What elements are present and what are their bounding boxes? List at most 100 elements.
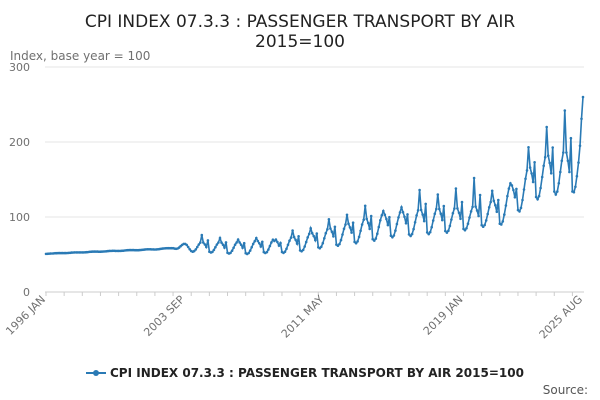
data-point[interactable]: [546, 154, 550, 157]
data-point[interactable]: [510, 184, 514, 187]
data-point[interactable]: [197, 243, 201, 246]
data-point[interactable]: [251, 242, 255, 246]
data-point[interactable]: [545, 125, 548, 129]
data-point[interactable]: [456, 207, 459, 210]
data-point[interactable]: [465, 227, 468, 230]
data-point[interactable]: [329, 227, 332, 230]
data-point[interactable]: [562, 151, 565, 154]
data-point[interactable]: [404, 222, 408, 225]
data-point[interactable]: [542, 164, 545, 168]
data-point[interactable]: [247, 251, 250, 255]
data-point[interactable]: [401, 210, 405, 214]
data-point[interactable]: [236, 238, 240, 241]
data-point[interactable]: [427, 232, 431, 236]
data-point[interactable]: [453, 207, 456, 210]
data-point[interactable]: [450, 218, 453, 221]
data-point[interactable]: [211, 250, 214, 254]
data-point[interactable]: [348, 226, 352, 229]
data-point[interactable]: [460, 200, 464, 204]
data-point[interactable]: [433, 212, 437, 216]
data-point[interactable]: [383, 213, 387, 216]
data-point[interactable]: [239, 243, 243, 246]
data-point[interactable]: [333, 225, 337, 229]
data-point[interactable]: [524, 177, 527, 181]
data-point[interactable]: [360, 223, 364, 226]
data-point[interactable]: [276, 240, 279, 244]
data-point[interactable]: [238, 241, 241, 244]
data-point[interactable]: [356, 240, 359, 243]
data-point[interactable]: [250, 246, 253, 249]
legend[interactable]: CPI INDEX 07.3.3 : PASSENGER TRANSPORT B…: [86, 366, 524, 380]
data-point[interactable]: [575, 174, 579, 178]
data-point[interactable]: [463, 228, 467, 232]
data-point[interactable]: [377, 225, 381, 229]
data-point[interactable]: [539, 186, 542, 190]
data-point[interactable]: [220, 241, 223, 244]
data-point[interactable]: [556, 190, 559, 193]
data-point[interactable]: [373, 239, 376, 242]
data-point[interactable]: [418, 188, 421, 192]
data-point[interactable]: [483, 223, 487, 227]
data-point[interactable]: [421, 213, 425, 216]
data-point[interactable]: [279, 241, 282, 245]
data-point[interactable]: [468, 216, 471, 219]
data-point[interactable]: [531, 180, 535, 184]
data-point[interactable]: [494, 203, 497, 207]
data-point[interactable]: [441, 218, 444, 222]
data-point[interactable]: [265, 250, 269, 254]
data-point[interactable]: [185, 243, 188, 247]
data-point[interactable]: [521, 198, 524, 202]
data-point[interactable]: [288, 239, 291, 242]
data-point[interactable]: [301, 248, 305, 252]
data-point[interactable]: [357, 235, 361, 239]
data-point[interactable]: [489, 200, 493, 204]
data-point[interactable]: [232, 246, 235, 250]
data-point[interactable]: [400, 206, 403, 209]
data-point[interactable]: [435, 207, 438, 211]
data-point[interactable]: [336, 244, 340, 247]
data-point[interactable]: [395, 222, 399, 226]
data-point[interactable]: [229, 251, 232, 255]
data-point[interactable]: [379, 219, 382, 222]
data-point[interactable]: [285, 247, 288, 251]
data-point[interactable]: [307, 232, 311, 236]
data-point[interactable]: [388, 215, 391, 219]
data-point[interactable]: [431, 219, 435, 222]
data-point[interactable]: [569, 136, 573, 140]
data-point[interactable]: [451, 211, 455, 215]
data-point[interactable]: [380, 214, 384, 217]
data-point[interactable]: [306, 236, 310, 239]
data-point[interactable]: [565, 151, 568, 154]
data-point[interactable]: [486, 212, 490, 216]
data-point[interactable]: [525, 169, 529, 172]
data-point[interactable]: [366, 221, 370, 225]
data-point[interactable]: [560, 159, 564, 163]
data-point[interactable]: [566, 159, 570, 163]
data-point[interactable]: [448, 224, 452, 228]
data-point[interactable]: [469, 210, 473, 213]
data-point[interactable]: [425, 231, 429, 234]
data-point[interactable]: [297, 235, 300, 238]
data-point[interactable]: [235, 241, 238, 244]
data-point[interactable]: [577, 161, 580, 164]
data-point[interactable]: [528, 166, 532, 169]
data-point[interactable]: [394, 229, 397, 232]
data-point[interactable]: [495, 210, 499, 214]
source-label[interactable]: Source:: [543, 383, 588, 397]
data-point[interactable]: [217, 241, 220, 244]
data-point[interactable]: [261, 240, 264, 244]
data-point[interactable]: [543, 155, 547, 159]
data-point[interactable]: [310, 231, 314, 235]
data-point[interactable]: [580, 117, 583, 121]
data-point[interactable]: [326, 228, 329, 231]
data-point[interactable]: [533, 161, 536, 164]
data-point[interactable]: [327, 218, 331, 221]
data-point[interactable]: [428, 230, 432, 234]
data-point[interactable]: [540, 175, 544, 179]
data-point[interactable]: [324, 231, 328, 235]
data-point[interactable]: [403, 215, 406, 219]
data-point[interactable]: [438, 207, 441, 211]
data-point[interactable]: [332, 235, 335, 238]
data-point[interactable]: [289, 236, 293, 239]
data-point[interactable]: [530, 172, 533, 175]
